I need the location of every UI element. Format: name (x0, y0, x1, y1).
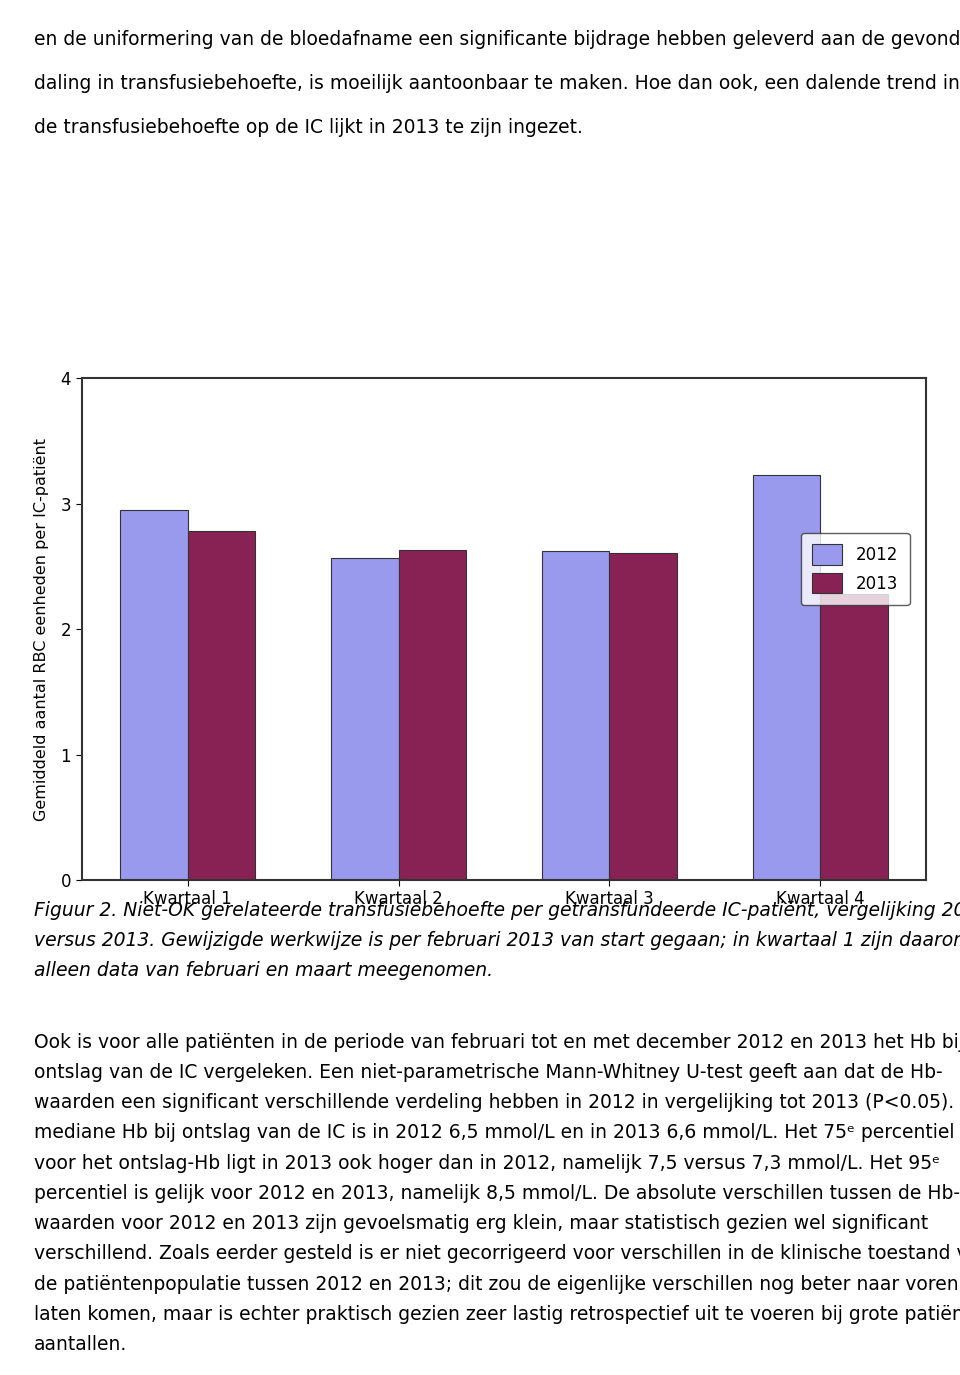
Text: Ook is voor alle patiënten in de periode van februari tot en met december 2012 e: Ook is voor alle patiënten in de periode… (34, 1033, 960, 1052)
Text: laten komen, maar is echter praktisch gezien zeer lastig retrospectief uit te vo: laten komen, maar is echter praktisch ge… (34, 1305, 960, 1324)
Text: mediane Hb bij ontslag van de IC is in 2012 6,5 mmol/L en in 2013 6,6 mmol/L. He: mediane Hb bij ontslag van de IC is in 2… (34, 1123, 954, 1143)
Text: daling in transfusiebehoefte, is moeilijk aantoonbaar te maken. Hoe dan ook, een: daling in transfusiebehoefte, is moeilij… (34, 74, 959, 94)
Text: de transfusiebehoefte op de IC lijkt in 2013 te zijn ingezet.: de transfusiebehoefte op de IC lijkt in … (34, 118, 583, 138)
Text: voor het ontslag-Hb ligt in 2013 ook hoger dan in 2012, namelijk 7,5 versus 7,3 : voor het ontslag-Hb ligt in 2013 ook hog… (34, 1154, 940, 1173)
Text: versus 2013. Gewijzigde werkwijze is per februari 2013 van start gegaan; in kwar: versus 2013. Gewijzigde werkwijze is per… (34, 931, 960, 950)
Text: percentiel is gelijk voor 2012 en 2013, namelijk 8,5 mmol/L. De absolute verschi: percentiel is gelijk voor 2012 en 2013, … (34, 1184, 960, 1203)
Text: de patiëntenpopulatie tussen 2012 en 2013; dit zou de eigenlijke verschillen nog: de patiëntenpopulatie tussen 2012 en 201… (34, 1275, 958, 1294)
Text: Figuur 2. Niet-OK gerelateerde transfusiebehoefte per getransfundeerde IC-patiën: Figuur 2. Niet-OK gerelateerde transfusi… (34, 901, 960, 920)
Text: alleen data van februari en maart meegenomen.: alleen data van februari en maart meegen… (34, 961, 492, 980)
Bar (187, 531, 255, 880)
Text: en de uniformering van de bloedafname een significante bijdrage hebben geleverd : en de uniformering van de bloedafname ee… (34, 30, 960, 50)
Y-axis label: Gemiddeld aantal RBC eenheden per IC-patiënt: Gemiddeld aantal RBC eenheden per IC-pat… (35, 437, 50, 821)
Bar (120, 510, 187, 880)
Text: waarden een significant verschillende verdeling hebben in 2012 in vergelijking t: waarden een significant verschillende ve… (34, 1093, 960, 1112)
Text: aantallen.: aantallen. (34, 1335, 127, 1354)
Bar (331, 557, 398, 880)
Bar (398, 550, 466, 880)
Legend: 2012, 2013: 2012, 2013 (801, 532, 910, 605)
Bar (542, 551, 610, 880)
Text: ontslag van de IC vergeleken. Een niet-parametrische Mann-Whitney U-test geeft a: ontslag van de IC vergeleken. Een niet-p… (34, 1063, 942, 1082)
Text: verschillend. Zoals eerder gesteld is er niet gecorrigeerd voor verschillen in d: verschillend. Zoals eerder gesteld is er… (34, 1244, 960, 1264)
Text: waarden voor 2012 en 2013 zijn gevoelsmatig erg klein, maar statistisch gezien w: waarden voor 2012 en 2013 zijn gevoelsma… (34, 1214, 928, 1233)
Bar (610, 553, 677, 880)
Bar (753, 474, 821, 880)
Bar (821, 594, 888, 880)
